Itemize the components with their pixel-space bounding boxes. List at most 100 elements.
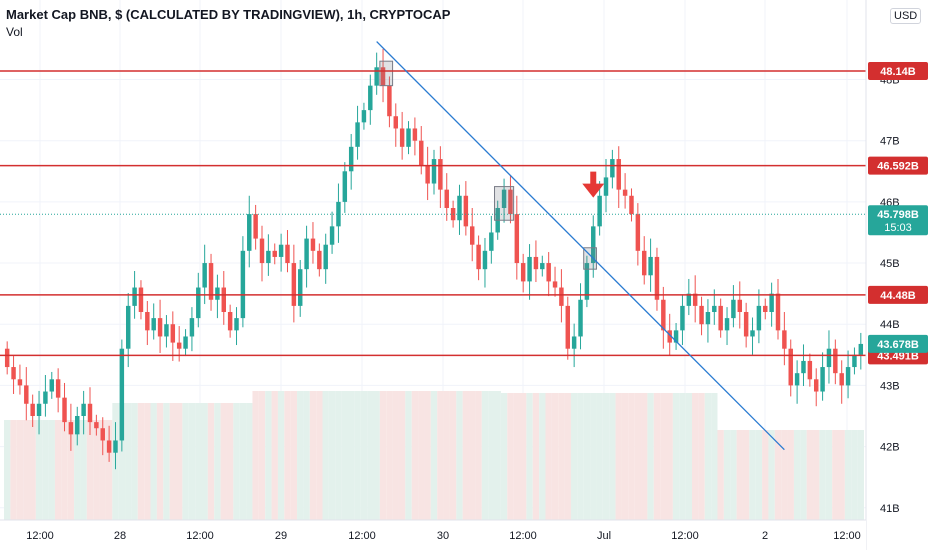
- candle: [648, 256, 653, 276]
- volume-bar: [653, 393, 661, 520]
- candle: [845, 367, 851, 386]
- volume-bar: [494, 391, 501, 520]
- candle: [565, 305, 571, 349]
- x-tick-label: 12:00: [348, 530, 376, 542]
- candle: [183, 336, 188, 349]
- volume-bar: [207, 403, 215, 520]
- candle: [578, 299, 583, 337]
- volume-bar: [672, 393, 680, 520]
- x-tick-label: 12:00: [509, 530, 537, 542]
- candle: [355, 122, 360, 147]
- volume-bar: [348, 391, 355, 520]
- volume-bar: [641, 393, 648, 520]
- candle: [712, 305, 717, 312]
- volume-bar: [405, 391, 412, 520]
- currency-button[interactable]: USD: [890, 8, 922, 24]
- candle: [75, 416, 80, 435]
- level-price-tag: [868, 285, 928, 304]
- candle: [138, 287, 144, 312]
- candle: [482, 250, 488, 270]
- volume-bar: [379, 391, 387, 520]
- level-price-tag: [868, 61, 928, 80]
- volume-bar: [717, 430, 724, 520]
- volume-bar: [226, 403, 234, 520]
- volume-bar: [398, 391, 406, 520]
- candle: [151, 318, 156, 331]
- y-tick-label: 42B: [880, 442, 900, 454]
- time-axis: [0, 520, 866, 550]
- volume-bar: [367, 391, 374, 520]
- candle: [266, 250, 271, 264]
- candle: [285, 244, 290, 264]
- down-arrow-icon: [582, 171, 605, 198]
- last-close-label: 43.678B: [877, 339, 919, 351]
- candle: [680, 305, 685, 331]
- chart-title: Market Cap BNB, $ (CALCULATED BY TRADING…: [6, 7, 451, 22]
- candle: [520, 263, 526, 282]
- volume-bar: [685, 393, 692, 520]
- volume-bar: [723, 430, 731, 520]
- candle: [514, 214, 520, 264]
- volume-bar: [520, 393, 527, 520]
- candle: [87, 403, 93, 423]
- candle: [259, 238, 265, 264]
- candle: [463, 195, 469, 227]
- candle: [234, 318, 239, 331]
- volume-bar: [481, 391, 489, 520]
- candle: [297, 269, 303, 306]
- volume-bar: [615, 393, 622, 520]
- level-price-label: 44.48B: [880, 290, 916, 302]
- current-price-tag: [868, 205, 928, 236]
- volume-bar: [545, 393, 552, 520]
- x-tick-label: 12:00: [833, 530, 861, 542]
- volume-bar: [265, 391, 272, 520]
- volume-bar: [647, 393, 654, 520]
- candle: [839, 373, 844, 386]
- volume-bar: [526, 393, 533, 520]
- volume-bar: [214, 403, 221, 520]
- volume-bar: [564, 393, 571, 520]
- candle: [559, 287, 564, 306]
- candle: [794, 373, 800, 386]
- candle: [591, 226, 596, 264]
- candle: [419, 140, 424, 166]
- candle: [546, 263, 551, 282]
- candle: [119, 348, 125, 441]
- candle: [603, 177, 609, 196]
- candle: [125, 305, 131, 349]
- candle: [731, 299, 736, 319]
- volume-bar: [583, 393, 591, 520]
- volume-bar: [602, 393, 610, 520]
- volume-bar: [233, 403, 240, 520]
- volume-bar: [430, 391, 438, 520]
- candle: [17, 379, 23, 386]
- volume-bar: [539, 393, 546, 520]
- candle: [304, 238, 309, 270]
- volume-bar: [800, 430, 807, 520]
- y-tick-label: 41B: [880, 503, 900, 515]
- volume-bar: [570, 393, 578, 520]
- volume-bar: [105, 420, 113, 520]
- highlight-box: [583, 247, 597, 270]
- volume-bar: [666, 393, 673, 520]
- candle: [145, 312, 150, 331]
- candle: [489, 232, 494, 251]
- candle: [469, 226, 475, 245]
- candle: [323, 244, 328, 270]
- volume-bar: [609, 393, 616, 520]
- volume-bar: [749, 430, 756, 520]
- candle: [202, 263, 207, 288]
- volume-bar: [354, 391, 361, 520]
- volume-bar: [469, 391, 476, 520]
- volume-bar: [742, 430, 750, 520]
- volume-bar: [35, 420, 43, 520]
- candle: [813, 379, 819, 392]
- candle: [387, 85, 392, 117]
- volume-bar: [806, 430, 814, 520]
- volume-bar: [437, 391, 444, 520]
- candle: [253, 214, 258, 239]
- candle: [361, 110, 367, 123]
- volume-bar: [176, 403, 183, 520]
